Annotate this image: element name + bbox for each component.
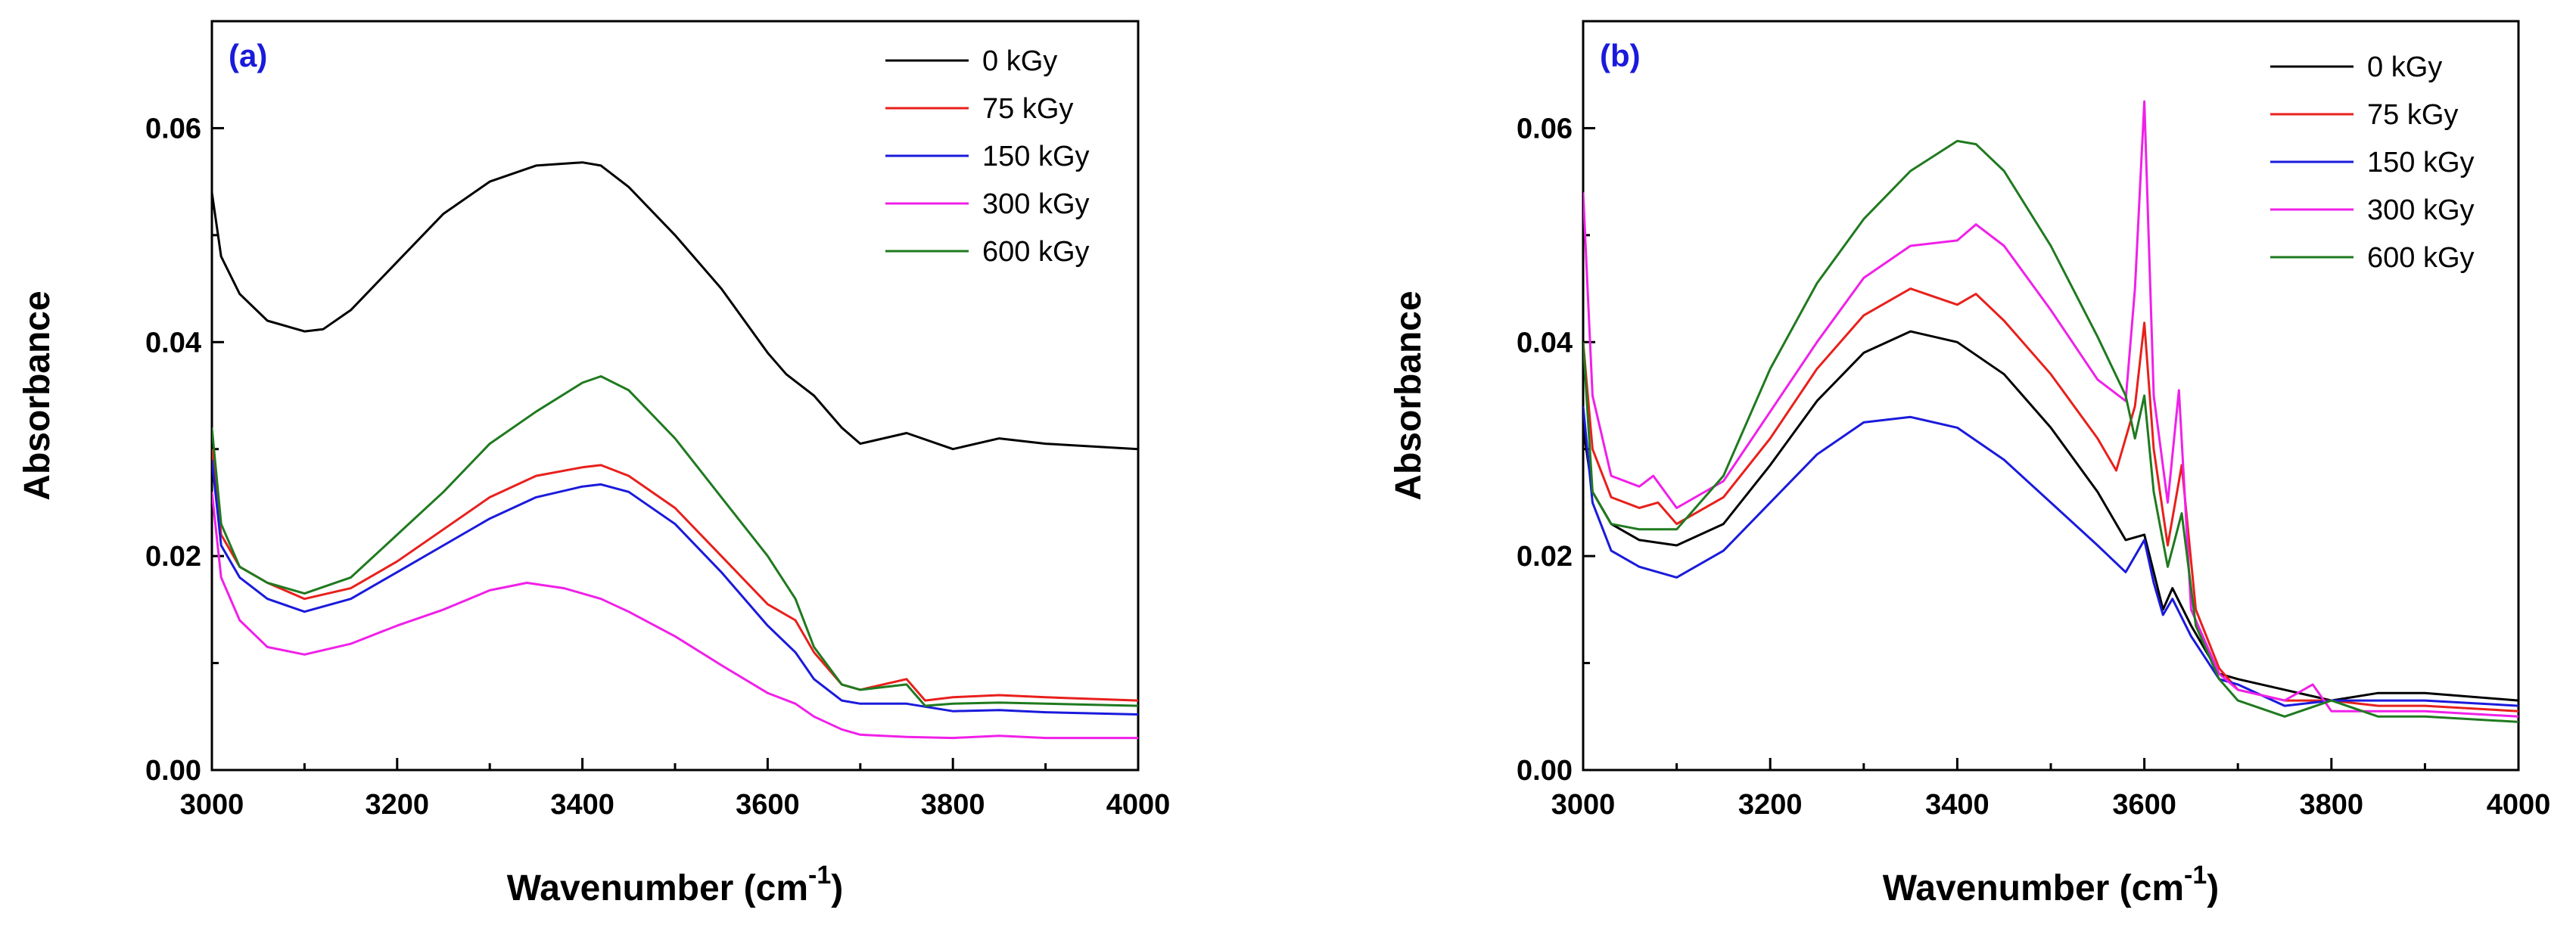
x-tick-label: 3400 xyxy=(550,789,614,821)
x-tick-label: 3800 xyxy=(2300,789,2364,821)
x-tick-label: 4000 xyxy=(2487,789,2551,821)
series-line-0-kgy xyxy=(1583,330,2518,702)
x-tick-label: 3600 xyxy=(2112,789,2176,821)
x-axis-title-superscript: -1 xyxy=(2184,861,2207,890)
series-line-150-kgy xyxy=(1583,405,2518,707)
x-tick-label: 3600 xyxy=(736,789,800,821)
plot-frame xyxy=(1582,20,2520,772)
legend: 0 kGy 75 kGy 150 kGy 300 kGy 600 kGy xyxy=(2270,51,2475,274)
y-tick-label: 0.04 xyxy=(145,327,201,359)
x-tick-label: 3000 xyxy=(180,789,244,821)
legend-label: 300 kGy xyxy=(982,188,1090,220)
x-tick-label: 3000 xyxy=(1551,789,1616,821)
y-tick-label: 0.02 xyxy=(145,541,201,573)
series-line-300-kgy xyxy=(1583,100,2518,718)
x-axis-title: Wavenumber (cm-1) xyxy=(507,861,844,908)
y-axis-title: Absorbance xyxy=(17,290,58,500)
series-line-300-kgy xyxy=(212,492,1138,740)
series-line-75-kgy xyxy=(1583,287,2518,713)
y-tick-label: 0.06 xyxy=(145,113,201,144)
chart-panel-b: 3000 3200 3400 3600 3800 4000 0.00 0.02 0.04 0.06… xyxy=(1389,20,2551,908)
x-axis-title-superscript: -1 xyxy=(808,861,831,890)
series-line-75-kgy xyxy=(212,449,1138,702)
y-tick-label: 0.06 xyxy=(1517,113,1573,144)
series-line-150-kgy xyxy=(212,459,1138,716)
plot-frame xyxy=(210,20,1140,772)
x-axis-title-text: Wavenumber (cm xyxy=(1883,868,2184,908)
x-tick-label: 3800 xyxy=(921,789,985,821)
y-tick-label: 0.00 xyxy=(145,755,201,787)
x-axis-title-close: ) xyxy=(831,868,843,908)
panel-label: (a) xyxy=(229,38,267,73)
x-axis-title-close: ) xyxy=(2207,868,2219,908)
legend-label: 75 kGy xyxy=(982,93,1073,125)
legend: 0 kGy 75 kGy 150 kGy 300 kGy 600 kGy xyxy=(885,45,1090,268)
x-tick-label: 3200 xyxy=(366,789,430,821)
y-tick-label: 0.04 xyxy=(1517,327,1573,359)
legend-label: 300 kGy xyxy=(2367,194,2475,226)
legend-label: 600 kGy xyxy=(2367,242,2475,274)
y-tick-label: 0.00 xyxy=(1517,755,1573,787)
x-tick-label: 3200 xyxy=(1738,789,1803,821)
legend-label: 150 kGy xyxy=(982,141,1090,172)
legend-label: 150 kGy xyxy=(2367,147,2475,179)
series-line-600-kgy xyxy=(1583,139,2518,723)
y-axis-title: Absorbance xyxy=(1389,290,1429,500)
x-tick-label: 4000 xyxy=(1106,789,1171,821)
legend-label: 0 kGy xyxy=(982,45,1057,77)
legend-label: 0 kGy xyxy=(2367,51,2442,83)
legend-label: 600 kGy xyxy=(982,236,1090,268)
y-tick-label: 0.02 xyxy=(1517,541,1573,573)
x-axis-title: Wavenumber (cm-1) xyxy=(1883,861,2220,908)
chart-panel-a: 3000 3200 3400 3600 3800 4000 0.00 0.02 0.04 0.06… xyxy=(17,20,1171,908)
series-group xyxy=(1583,100,2518,723)
panel-label: (b) xyxy=(1600,38,1641,73)
series-group xyxy=(212,161,1138,740)
series-line-600-kgy xyxy=(212,375,1138,707)
x-axis-title-text: Wavenumber (cm xyxy=(507,868,808,908)
series-line-0-kgy xyxy=(212,161,1138,451)
legend-label: 75 kGy xyxy=(2367,99,2458,131)
x-tick-label: 3400 xyxy=(1925,789,1990,821)
